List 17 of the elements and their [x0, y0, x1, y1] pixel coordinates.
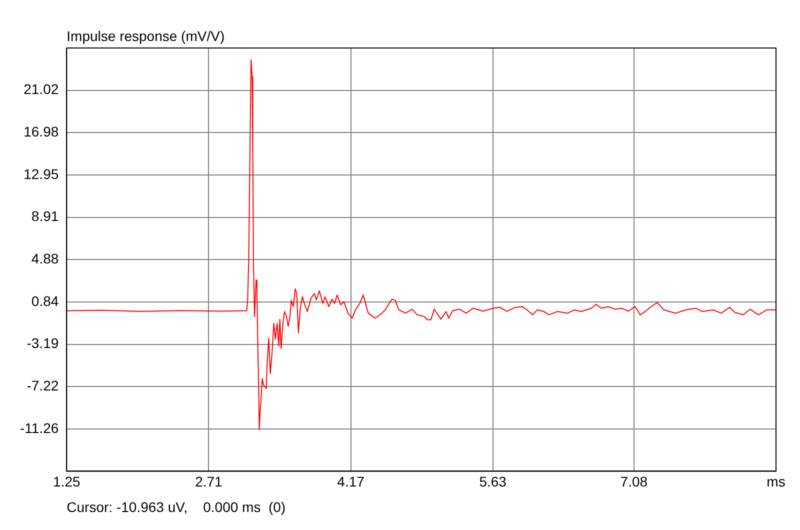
x-tick-label: 5.63 [479, 473, 507, 490]
y-tick-label: -11.26 [20, 420, 59, 436]
text: Cursor: -10.963 uV, 0.000 ms (0) [66, 499, 286, 516]
x-tick-label: 7.08 [620, 473, 648, 490]
y-tick-label: 0.84 [31, 292, 59, 309]
y-tick-label: 12.95 [24, 166, 59, 182]
y-tick-label: 21.02 [24, 81, 59, 98]
chart-title: Impulse response (mV/V) [66, 28, 225, 44]
y-tick-label: 4.88 [31, 250, 59, 266]
y-tick-label: -3.19 [26, 335, 59, 352]
x-tick-label: ms [766, 473, 786, 490]
x-tick-label: 4.17 [337, 473, 365, 490]
x-tick-label: 1.25 [53, 473, 80, 490]
y-tick-label: 16.98 [24, 124, 59, 140]
x-tick-label: 2.71 [195, 473, 223, 490]
y-tick-label: -7.22 [26, 377, 59, 394]
y-tick-label: 8.91 [31, 208, 59, 224]
